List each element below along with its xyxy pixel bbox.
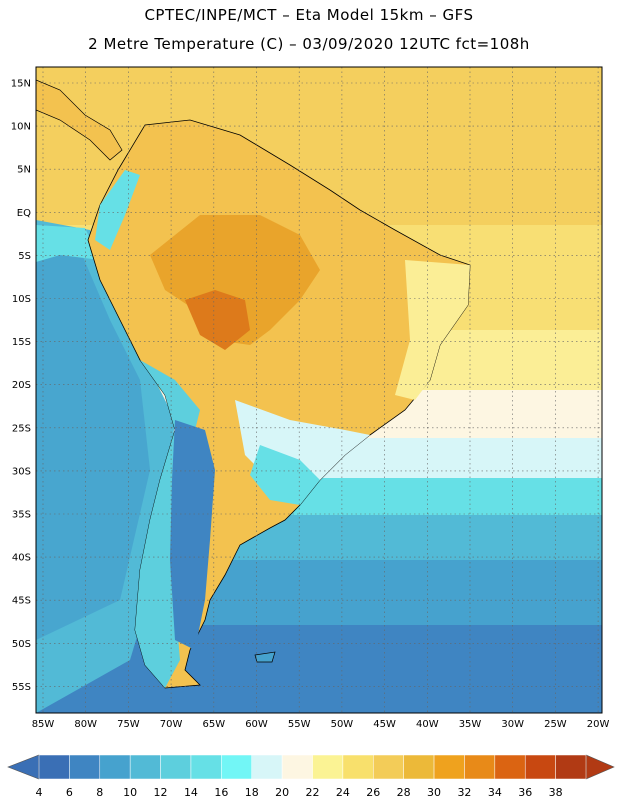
colorbar-label: 26	[366, 786, 380, 799]
lat-label: 15S	[12, 337, 31, 348]
map-frame	[35, 66, 603, 714]
colorbar-swatch	[433, 754, 465, 780]
colorbar-label: 30	[427, 786, 441, 799]
colorbar-label: 14	[184, 786, 198, 799]
lon-label: 75W	[117, 719, 140, 730]
lon-label: 45W	[373, 719, 396, 730]
colorbar-swatch	[312, 754, 344, 780]
colorbar-swatch	[373, 754, 404, 780]
colorbar: 4 6 8 10 12 14 16 18 20 22 24 26 28 30 32 34 36 38	[7, 754, 615, 799]
colorbar-label: 8	[96, 786, 103, 799]
lat-label: 5S	[18, 251, 31, 262]
lat-label: 10S	[12, 294, 31, 305]
colorbar-swatch	[281, 754, 313, 780]
temperature-field	[36, 67, 602, 713]
colorbar-left-arrow	[7, 754, 40, 780]
lon-label: 65W	[202, 719, 225, 730]
colorbar-label: 28	[397, 786, 411, 799]
lon-label: 35W	[459, 719, 482, 730]
lat-label: 30S	[12, 466, 31, 477]
colorbar-swatch	[99, 754, 131, 780]
colorbar-label: 4	[36, 786, 43, 799]
lat-label: 55S	[12, 682, 31, 693]
colorbar-label: 24	[336, 786, 350, 799]
colorbar-swatch	[494, 754, 526, 780]
central-america	[36, 79, 123, 161]
colorbar-swatch	[251, 754, 283, 780]
colorbar-label: 10	[123, 786, 137, 799]
colorbar-label: 12	[154, 786, 168, 799]
lat-label: 25S	[12, 423, 31, 434]
lon-label: 55W	[288, 719, 311, 730]
northern-andes-cool	[95, 170, 140, 250]
colorbar-swatch	[190, 754, 222, 780]
colorbar-right-arrow	[585, 754, 615, 780]
lat-label: EQ	[17, 208, 31, 219]
lon-label: 70W	[160, 719, 183, 730]
hottest-core	[185, 290, 250, 350]
colorbar-swatch	[221, 754, 252, 780]
lat-label: 20S	[12, 380, 31, 391]
map-title-line1: CPTEC/INPE/MCT – Eta Model 15km – GFS	[144, 6, 474, 24]
lat-label: 35S	[12, 510, 31, 521]
colorbar-swatch	[403, 754, 435, 780]
colorbar-swatch	[69, 754, 101, 780]
colorbar-label: 22	[306, 786, 320, 799]
lon-label: 25W	[544, 719, 567, 730]
colorbar-swatch	[464, 754, 496, 780]
east-coast-mild	[395, 260, 470, 400]
lat-label: 50S	[12, 639, 31, 650]
lon-label: 80W	[74, 719, 97, 730]
lon-label: 30W	[501, 719, 524, 730]
colorbar-label: 36	[518, 786, 532, 799]
colorbar-label: 18	[245, 786, 259, 799]
colorbar-label: 32	[457, 786, 471, 799]
lon-label: 50W	[331, 719, 354, 730]
lat-label: 5N	[17, 165, 31, 176]
colorbar-label: 6	[66, 786, 73, 799]
colorbar-label: 34	[488, 786, 502, 799]
falkland-islands	[254, 651, 276, 663]
colorbar-swatch	[160, 754, 192, 780]
colorbar-label: 38	[549, 786, 563, 799]
hot-interior	[150, 215, 320, 345]
colorbar-swatch	[342, 754, 374, 780]
lat-label: 40S	[12, 553, 31, 564]
lat-label: 45S	[12, 596, 31, 607]
colorbar-swatch	[129, 754, 161, 780]
lon-label: 40W	[416, 719, 439, 730]
lon-label: 85W	[32, 719, 55, 730]
lon-label: 60W	[245, 719, 268, 730]
lon-label: 20W	[587, 719, 610, 730]
patagonia-cold	[170, 420, 215, 650]
colorbar-label: 20	[275, 786, 289, 799]
longitude-labels: 85W 80W 75W 70W 65W 60W 55W 50W 45W 40W 35W 30W 25W 2…	[32, 719, 610, 730]
pacific-cold-water	[36, 250, 150, 640]
colorbar-label: 16	[214, 786, 228, 799]
pampas-cool	[250, 445, 320, 505]
map-title-line2: 2 Metre Temperature (C) – 03/09/2020 12U…	[88, 35, 530, 53]
colorbar-swatch	[524, 754, 556, 780]
lat-label: 10N	[11, 122, 31, 133]
equatorial-pacific	[36, 225, 100, 262]
colorbar-swatch	[555, 754, 587, 780]
latitude-labels: 15N 10N 5N EQ 5S 10S 15S 20S 25S 30S 35S 40S 45S 50S 5…	[11, 79, 31, 693]
colorbar-swatch	[38, 754, 70, 780]
lat-label: 15N	[11, 79, 31, 90]
